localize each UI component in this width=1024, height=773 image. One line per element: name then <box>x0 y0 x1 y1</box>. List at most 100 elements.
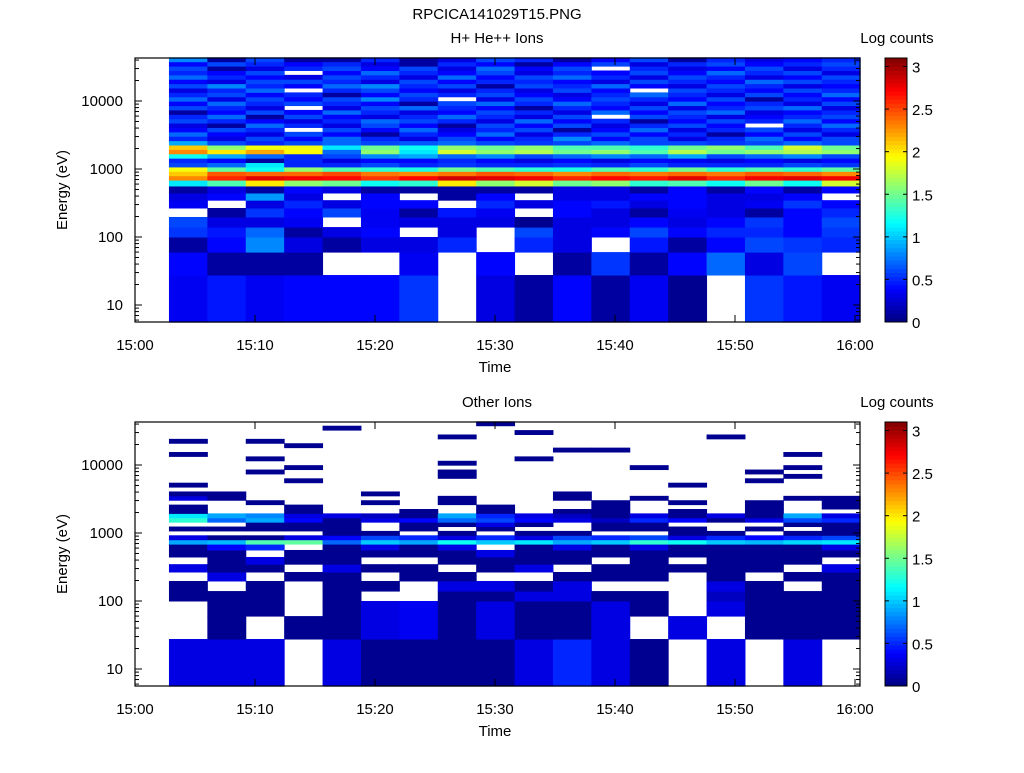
heatmap-cell <box>668 158 708 164</box>
heatmap-cell <box>245 136 285 142</box>
heatmap-cell <box>821 580 861 592</box>
heatmap-cell <box>744 591 784 602</box>
colorbar-swatch <box>885 70 907 75</box>
heatmap-cell <box>552 171 592 177</box>
colorbar-swatch <box>885 107 907 113</box>
heatmap-cell <box>783 83 823 89</box>
heatmap-cell <box>821 171 861 177</box>
heatmap-cell <box>783 591 823 602</box>
colorbar-swatch <box>885 615 907 621</box>
colorbar-swatch <box>885 260 907 265</box>
heatmap-cell <box>744 88 784 93</box>
heatmap-cell <box>322 92 362 98</box>
heatmap-cell <box>706 114 746 120</box>
heatmap-cell <box>706 192 746 201</box>
heatmap-cell <box>168 539 208 545</box>
heatmap-cell <box>783 601 823 617</box>
colorbar-tick-label: 0.5 <box>912 636 933 653</box>
heatmap-cell <box>399 180 439 187</box>
heatmap-cell <box>322 88 362 93</box>
heatmap-cell <box>552 162 592 168</box>
heatmap-cell <box>476 526 516 532</box>
heatmap-cell <box>706 123 746 128</box>
heatmap-cell <box>476 83 516 89</box>
heatmap-cell <box>783 92 823 98</box>
heatmap-cell <box>322 162 362 168</box>
heatmap-cell <box>706 535 746 541</box>
heatmap-cell <box>668 517 708 523</box>
colorbar-swatch <box>885 272 907 278</box>
heatmap-cell <box>821 495 861 501</box>
heatmap-cell <box>668 200 708 209</box>
heatmap-cell <box>591 105 631 111</box>
heatmap-cell <box>437 153 477 159</box>
heatmap-cell <box>322 180 362 187</box>
heatmap-cell <box>629 61 669 67</box>
heatmap-cell <box>629 535 669 541</box>
heatmap-cell <box>552 549 592 558</box>
heatmap-cell <box>783 123 823 128</box>
heatmap-cell <box>360 517 400 523</box>
heatmap-cell <box>284 556 324 565</box>
heatmap-cell <box>629 158 669 164</box>
y-tick-label: 100 <box>98 593 123 610</box>
heatmap-cell <box>783 216 823 228</box>
heatmap-cell <box>668 66 708 71</box>
heatmap-cell <box>706 216 746 228</box>
heatmap-cell <box>706 530 746 536</box>
heatmap-cell <box>322 275 362 323</box>
colorbar-swatch <box>885 541 907 547</box>
heatmap-cell <box>476 105 516 111</box>
heatmap-cell <box>514 549 554 558</box>
heatmap-cell <box>783 535 823 541</box>
heatmap-cell <box>284 175 324 181</box>
heatmap-cell <box>629 162 669 168</box>
heatmap-cell <box>744 171 784 177</box>
heatmap-cell <box>821 517 861 523</box>
heatmap-cell <box>399 162 439 168</box>
heatmap-cell <box>514 185 554 194</box>
heatmap-cell <box>783 571 823 582</box>
heatmap-cell <box>821 216 861 228</box>
heatmap-cell <box>437 158 477 164</box>
heatmap-cell <box>284 180 324 187</box>
heatmap-cell <box>245 539 285 545</box>
heatmap-cell <box>322 109 362 115</box>
heatmap-cell <box>322 601 362 617</box>
heatmap-cell <box>322 535 362 541</box>
heatmap-cell <box>399 513 439 519</box>
colorbar-swatch <box>885 111 907 117</box>
heatmap-cell <box>706 180 746 187</box>
heatmap-cell <box>437 144 477 150</box>
heatmap-cell <box>245 517 285 523</box>
heatmap-cell <box>476 616 516 640</box>
heatmap-cell <box>783 495 823 501</box>
heatmap-cell <box>399 140 439 146</box>
heatmap-cell <box>629 571 669 582</box>
heatmap-cell <box>821 549 861 558</box>
heatmap-cell <box>591 175 631 181</box>
heatmap-cell <box>552 127 592 133</box>
heatmap-cell <box>706 564 746 573</box>
heatmap-cell <box>476 61 516 67</box>
heatmap-cell <box>207 616 247 640</box>
heatmap-cell <box>207 207 247 218</box>
heatmap-cell <box>668 83 708 89</box>
heatmap-cell <box>284 522 324 528</box>
heatmap-cell <box>168 70 208 76</box>
heatmap-cell <box>168 101 208 107</box>
heatmap-cell <box>706 140 746 146</box>
heatmap-cell <box>245 92 285 98</box>
heatmap-cell <box>783 539 823 545</box>
heatmap-cell <box>629 180 669 187</box>
heatmap-cell <box>744 149 784 155</box>
heatmap-cell <box>514 580 554 592</box>
heatmap-cell <box>168 200 208 209</box>
heatmap-cell <box>322 57 362 63</box>
heatmap-cell <box>476 127 516 133</box>
heatmap-cell <box>668 57 708 63</box>
heatmap-cell <box>437 66 477 71</box>
heatmap-cell <box>591 118 631 124</box>
heatmap-cell <box>591 83 631 89</box>
x-tick-label: 15:00 <box>116 701 154 718</box>
